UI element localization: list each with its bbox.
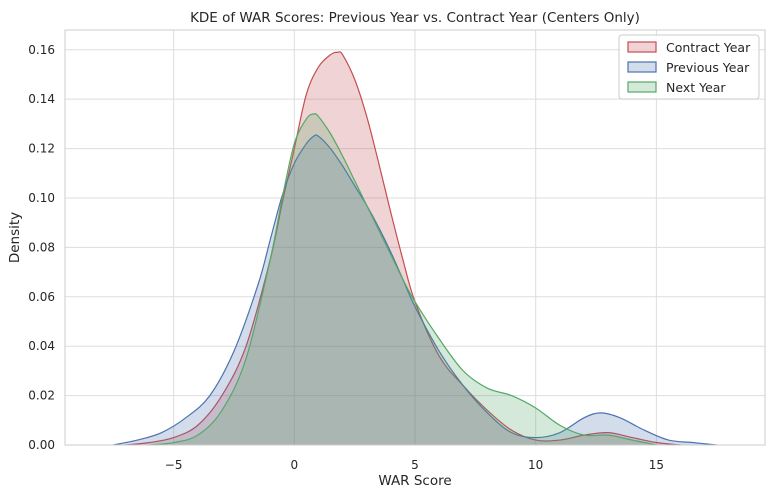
legend-label-contract-year: Contract Year	[666, 40, 751, 55]
y-tick-label: 0.14	[28, 92, 55, 106]
legend-swatch-next-year	[627, 81, 657, 93]
x-axis-ticks: −5 0 5 10 15	[165, 458, 664, 472]
grid-lines	[65, 30, 765, 446]
contract-year-density-line	[125, 51, 681, 446]
series-layer	[113, 51, 717, 446]
y-tick-label: 0.04	[28, 339, 55, 353]
legend-frame	[618, 34, 760, 100]
y-tick-label: 0.16	[28, 43, 55, 57]
chart-title: KDE of WAR Scores: Previous Year vs. Con…	[190, 10, 640, 26]
next-year-density-line	[149, 113, 657, 446]
plot-frame	[64, 29, 766, 446]
previous-year-density-line	[113, 134, 717, 446]
legend: Contract Year Previous Year Next Year	[618, 34, 760, 100]
legend-swatch-previous-year	[627, 61, 657, 73]
y-tick-label: 0.02	[28, 389, 55, 403]
x-tick-label: −5	[165, 458, 183, 472]
x-axis-label: WAR Score	[378, 473, 451, 489]
y-tick-label: 0.12	[28, 142, 55, 156]
y-tick-label: 0.06	[28, 290, 55, 304]
x-tick-label: 0	[290, 458, 298, 472]
contract-year-density-area	[125, 51, 681, 445]
legend-swatch-contract-year	[627, 41, 657, 53]
x-tick-label: 5	[411, 458, 419, 472]
y-tick-label: 0.08	[28, 240, 55, 254]
legend-label-previous-year: Previous Year	[666, 60, 750, 75]
y-tick-label: 0.10	[28, 191, 55, 205]
x-tick-label: 10	[528, 458, 543, 472]
y-tick-label: 0.00	[28, 438, 55, 452]
next-year-density-area	[149, 113, 657, 445]
previous-year-density-area	[113, 134, 717, 445]
legend-label-next-year: Next Year	[666, 80, 726, 95]
x-tick-label: 15	[649, 458, 664, 472]
y-axis-label: Density	[7, 212, 23, 263]
y-axis-ticks: 0.00 0.02 0.04 0.06 0.08 0.10 0.12 0.14 0.16	[28, 43, 55, 452]
